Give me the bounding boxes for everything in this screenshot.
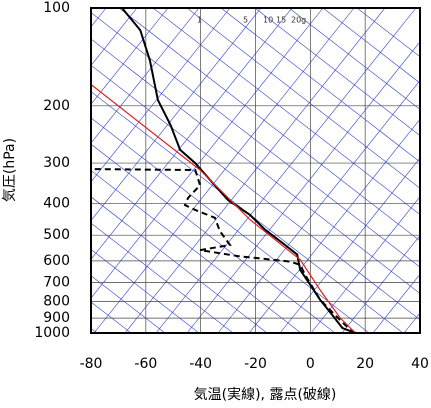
adiabat xyxy=(288,8,420,110)
adiabat xyxy=(322,8,420,84)
x-axis-label: 気温(実線), 露点(破線) xyxy=(194,387,337,403)
y-tick-label: 900 xyxy=(43,310,70,326)
adiabat xyxy=(118,8,420,242)
adiabat xyxy=(91,91,404,333)
labels: 1 5 10 15 20g1002003004005006007008009001000… xyxy=(34,0,429,372)
plot-frame xyxy=(90,7,421,334)
adiabat xyxy=(91,38,420,294)
y-tick-label: 200 xyxy=(43,98,70,114)
adiabat xyxy=(91,275,166,333)
isotherm xyxy=(91,8,293,260)
y-tick-label: 800 xyxy=(43,294,70,310)
profile-line xyxy=(91,84,356,333)
y-tick-label: 500 xyxy=(43,227,70,243)
x-tick-label: 40 xyxy=(411,356,429,372)
adiabat xyxy=(186,8,420,189)
adiabat xyxy=(220,8,420,163)
mixing-ratio-label: 15 xyxy=(276,16,286,25)
x-tick-label: -40 xyxy=(189,356,212,372)
isotherm xyxy=(372,273,420,333)
isotherm xyxy=(248,118,420,333)
isotherm xyxy=(124,8,386,333)
y-tick-label: 400 xyxy=(43,196,70,212)
adiabat xyxy=(91,170,302,333)
isotherm xyxy=(91,8,231,183)
y-tick-label: 600 xyxy=(43,253,70,269)
profile-line xyxy=(91,168,356,333)
adiabat xyxy=(91,64,420,321)
mixing-ratio-label: 10 xyxy=(263,16,273,25)
adiabat xyxy=(91,196,268,333)
isotherm xyxy=(279,157,420,333)
y-axis-label: 気圧(hPa) xyxy=(2,138,18,202)
isotherm xyxy=(341,235,420,333)
x-tick-label: 0 xyxy=(306,356,315,372)
isotherm xyxy=(91,8,200,144)
isotherm xyxy=(93,8,355,333)
isotherm xyxy=(310,196,420,333)
x-tick-label: -20 xyxy=(244,356,267,372)
adiabat xyxy=(91,249,200,333)
x-tick-label: 20 xyxy=(356,356,374,372)
adiabat xyxy=(91,143,336,333)
adiabat xyxy=(91,12,420,268)
isotherm xyxy=(186,41,420,333)
isotherm xyxy=(217,80,420,333)
isotherm xyxy=(91,8,169,105)
adiabat xyxy=(91,222,234,333)
y-tick-label: 300 xyxy=(43,155,70,171)
adiabat xyxy=(152,8,420,215)
isotherm xyxy=(91,8,262,221)
mixing-ratio-label: 20g xyxy=(291,16,306,25)
x-tick-label: -60 xyxy=(134,356,157,372)
y-tick-label: 700 xyxy=(43,275,70,291)
x-tick-label: -80 xyxy=(80,356,103,372)
adiabat xyxy=(254,8,420,137)
profiles xyxy=(91,8,356,333)
isotherm xyxy=(155,8,417,333)
y-tick-label: 1000 xyxy=(34,325,70,341)
mixing-ratio-label: 1 xyxy=(197,16,202,25)
y-tick-label: 100 xyxy=(43,0,70,16)
profile-line xyxy=(121,8,356,333)
mixing-ratio-label: 5 xyxy=(243,16,248,25)
isotherm xyxy=(91,8,138,66)
